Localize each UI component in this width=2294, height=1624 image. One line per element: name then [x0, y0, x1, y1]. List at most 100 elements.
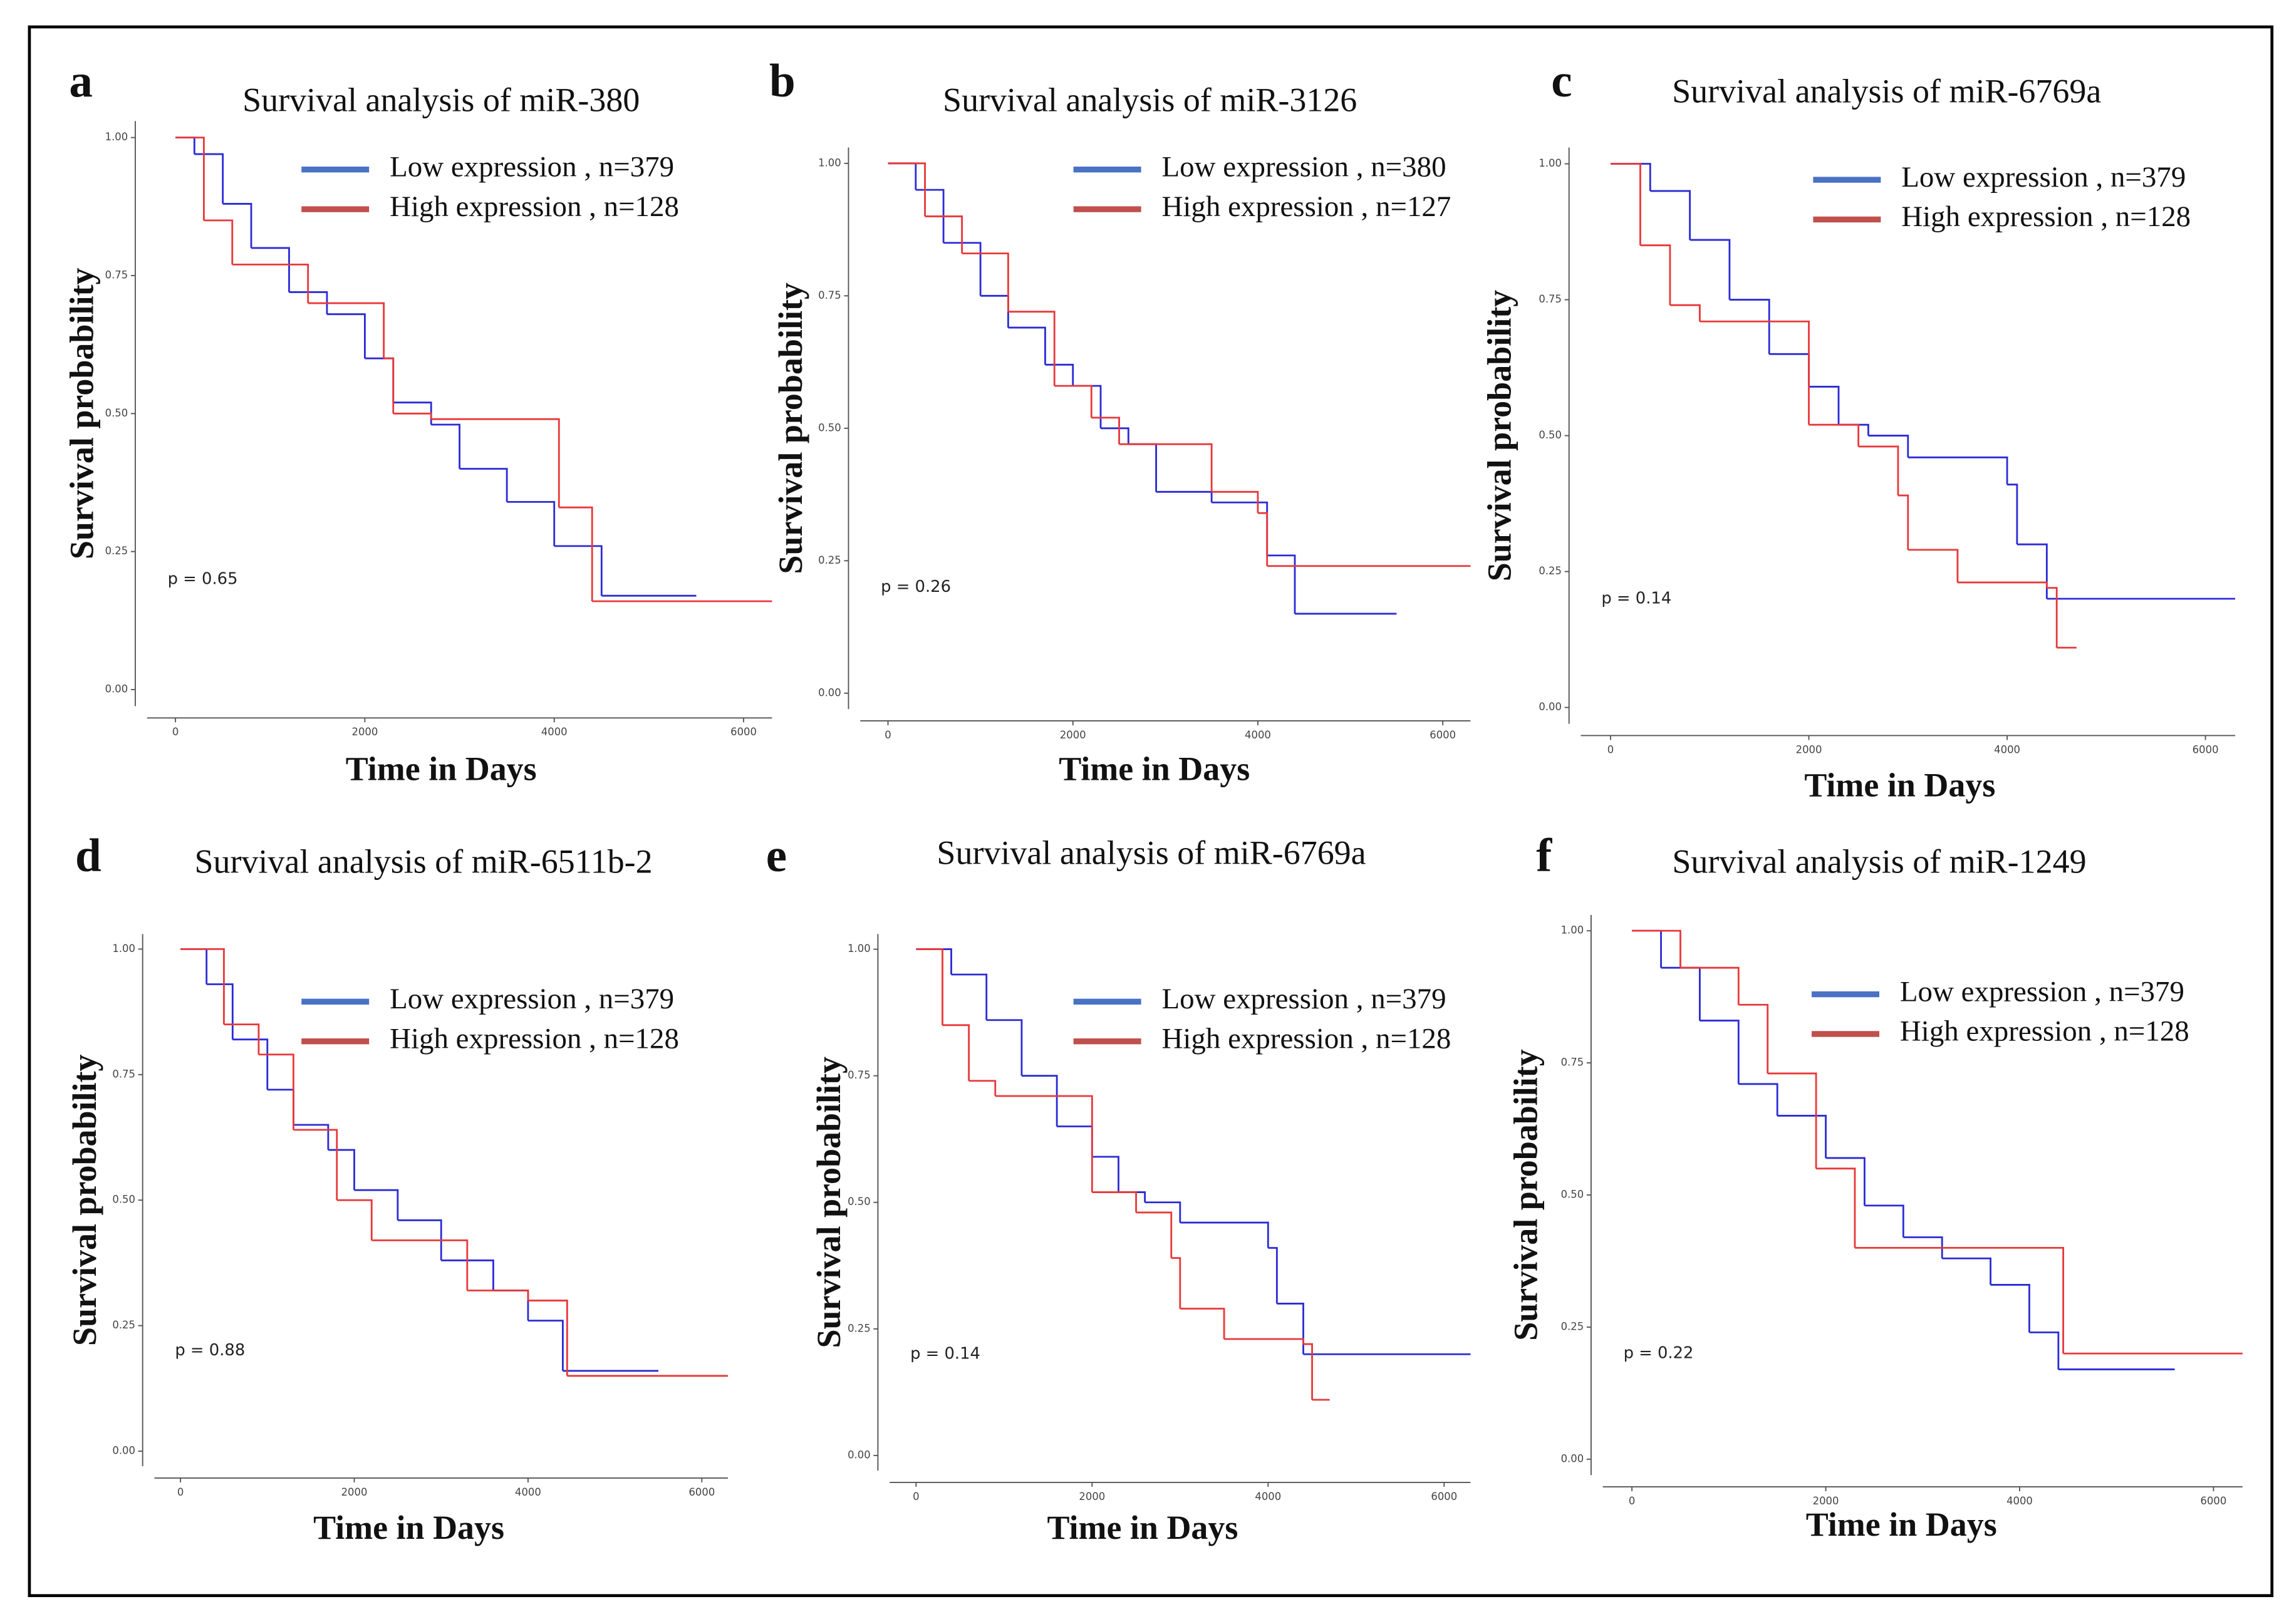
survival-step: [371, 1239, 469, 1291]
y-tick-label: 0.50: [105, 407, 128, 419]
p-value: p = 0.26: [881, 577, 951, 596]
x-tick-label: 6000: [1430, 729, 1456, 741]
y-tick-label: 1.00: [848, 943, 871, 954]
survival-step: [1738, 1083, 1778, 1116]
survival-step: [2016, 543, 2048, 599]
p-value: p = 0.22: [1624, 1344, 1694, 1363]
survival-step: [289, 291, 328, 314]
survival-step: [431, 418, 560, 508]
x-tick-label: 6000: [730, 726, 757, 738]
x-tick-label: 2000: [341, 1486, 368, 1498]
survival-step: [1669, 304, 1701, 322]
survival-step: [951, 973, 988, 1020]
survival-step: [1858, 445, 1899, 496]
survival-step: [180, 948, 225, 1025]
survival-step: [222, 203, 252, 248]
frame: [28, 25, 2274, 1598]
survival-step: [1868, 435, 1909, 458]
survival-step: [397, 1219, 442, 1261]
survival-step: [1144, 1201, 1181, 1223]
survival-step: [206, 983, 234, 1040]
x-tick-label: 4000: [1255, 1491, 1281, 1502]
survival-step: [431, 423, 460, 469]
survival-step: [916, 948, 943, 1025]
legend-label: High expression , n=128: [1161, 1022, 1451, 1055]
panel: c Survival analysis of miR-6769a Time in D…: [1480, 55, 2236, 804]
legend-label: High expression , n=128: [390, 190, 679, 223]
survival-step: [559, 506, 593, 602]
survival-step: [1957, 581, 2048, 588]
x-tick-label: 4000: [2006, 1495, 2033, 1507]
panel-letter: c: [1551, 55, 1572, 107]
legend-label: Low expression , n=379: [390, 983, 674, 1015]
survival-step: [232, 1038, 269, 1090]
survival-step: [1224, 1338, 1304, 1345]
x-axis-label: Time in Days: [313, 1509, 504, 1546]
survival-step: [554, 545, 603, 596]
y-tick-label: 0.50: [1561, 1189, 1584, 1201]
survival-step: [1267, 554, 1296, 614]
x-tick-label: 0: [177, 1486, 184, 1498]
y-tick-label: 0.75: [848, 1069, 871, 1081]
survival-step: [888, 162, 926, 217]
survival-step: [943, 242, 982, 296]
survival-step: [393, 412, 432, 420]
y-tick-label: 0.75: [1539, 293, 1562, 305]
y-tick-label: 0.25: [105, 545, 128, 557]
survival-step: [925, 215, 963, 254]
y-tick-label: 1.00: [1539, 157, 1562, 169]
survival-step: [293, 1129, 338, 1201]
survival-step: [1180, 1308, 1225, 1339]
survival-step: [1942, 1257, 1991, 1285]
panel: e Survival analysis of miR-6769a Time in D…: [766, 830, 1471, 1546]
survival-step: [354, 1189, 399, 1221]
legend-label: High expression , n=127: [1161, 190, 1451, 223]
legend-label: High expression , n=128: [1901, 200, 2191, 233]
survival-step: [326, 313, 366, 359]
panel: f Survival analysis of miR-1249 Time in Da…: [1507, 830, 2243, 1543]
survival-step: [986, 1019, 1023, 1076]
y-tick-label: 0.00: [848, 1449, 871, 1461]
x-tick-label: 2000: [1796, 743, 1822, 755]
y-tick-label: 0.25: [1561, 1320, 1584, 1332]
survival-step: [1777, 1115, 1827, 1158]
survival-step: [1091, 416, 1120, 445]
y-axis-label: Survival probability: [810, 1057, 848, 1348]
x-tick-label: 6000: [688, 1486, 715, 1498]
y-tick-label: 0.00: [1539, 701, 1562, 713]
survival-step: [383, 357, 395, 414]
survival-step: [995, 1095, 1093, 1192]
x-axis-label: Time in Days: [346, 750, 537, 788]
survival-step: [1180, 1221, 1269, 1248]
y-tick-label: 1.00: [818, 157, 841, 168]
x-axis-label: Time in Days: [1806, 1506, 1997, 1543]
survival-step: [1092, 1156, 1119, 1192]
survival-step: [1809, 386, 1840, 425]
p-value: p = 0.65: [168, 569, 238, 588]
survival-step: [1008, 311, 1056, 386]
survival-step: [1816, 1167, 1856, 1248]
survival-step: [1854, 1246, 2065, 1354]
y-tick-label: 0.50: [112, 1194, 135, 1206]
survival-step: [1680, 966, 1740, 1005]
x-tick-label: 0: [1607, 743, 1614, 755]
survival-step: [1092, 1191, 1137, 1213]
x-axis-label: Time in Days: [1059, 750, 1250, 788]
survival-step: [1907, 549, 1959, 582]
y-tick-label: 1.00: [105, 131, 128, 143]
x-tick-label: 4000: [1994, 743, 2020, 755]
legend-label: Low expression , n=379: [390, 150, 674, 183]
x-axis-label: Time in Days: [1804, 766, 1995, 804]
x-axis-label: Time in Days: [1047, 1509, 1238, 1546]
survival-step: [1700, 320, 1810, 425]
survival-step: [1864, 1204, 1904, 1238]
x-tick-label: 0: [913, 1491, 919, 1502]
survival-step: [441, 1259, 494, 1291]
panel-title: Survival analysis of miR-6769a: [1672, 72, 2101, 110]
y-tick-label: 0.00: [105, 683, 128, 695]
panel: d Survival analysis of miR-6511b-2 Time in…: [66, 830, 728, 1546]
y-axis-label: Survival probability: [772, 282, 809, 574]
survival-step: [1650, 190, 1691, 240]
panel-title: Survival analysis of miR-6769a: [937, 834, 1366, 871]
panel-title: Survival analysis of miR-3126: [943, 81, 1357, 118]
